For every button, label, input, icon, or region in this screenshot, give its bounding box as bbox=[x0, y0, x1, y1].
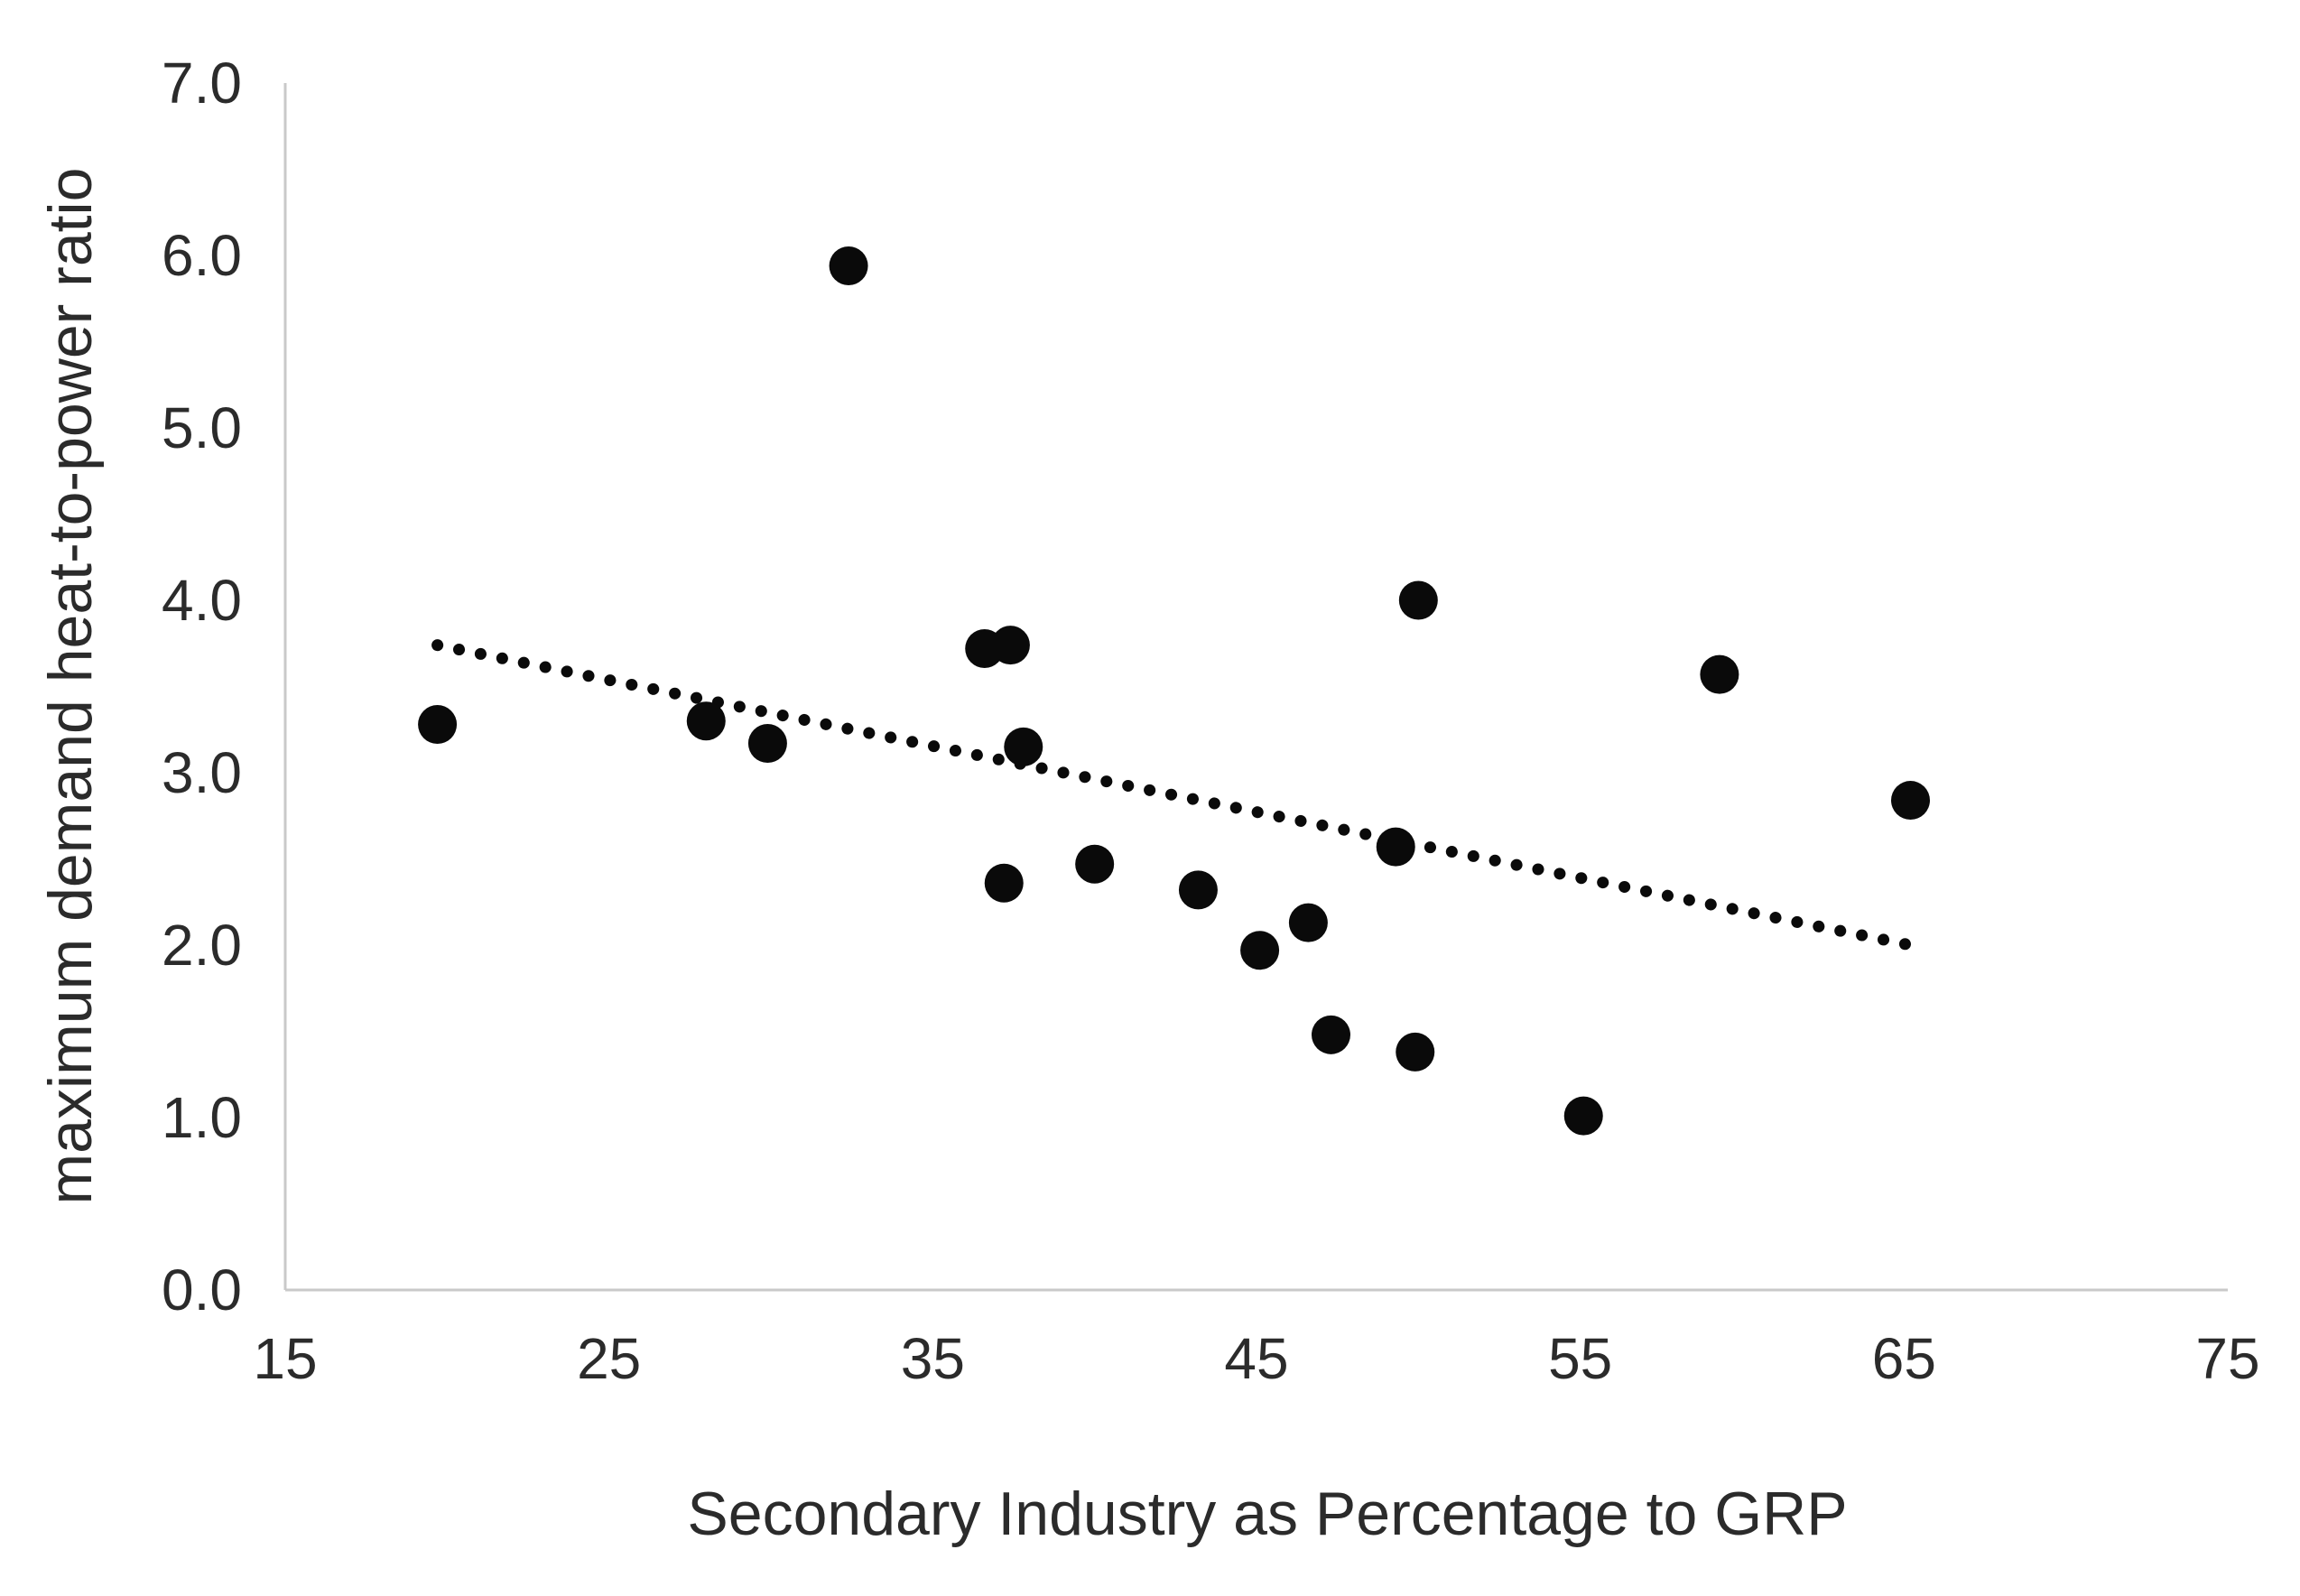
data-point bbox=[1178, 870, 1218, 910]
y-tick-label: 6.0 bbox=[162, 223, 242, 288]
y-tick-label: 4.0 bbox=[162, 568, 242, 633]
data-point bbox=[686, 701, 726, 741]
x-tick-label: 35 bbox=[901, 1326, 965, 1391]
y-tick-label: 0.0 bbox=[162, 1257, 242, 1322]
data-point bbox=[1700, 654, 1739, 694]
y-tick-label: 1.0 bbox=[162, 1085, 242, 1150]
x-tick-label: 25 bbox=[577, 1326, 641, 1391]
y-tick-label: 7.0 bbox=[162, 51, 242, 116]
y-tick-label: 2.0 bbox=[162, 913, 242, 978]
data-point bbox=[1240, 931, 1280, 970]
data-point bbox=[747, 724, 787, 764]
data-point bbox=[1311, 1015, 1350, 1054]
data-point bbox=[1075, 844, 1115, 884]
x-tick-label: 15 bbox=[253, 1326, 317, 1391]
data-points bbox=[418, 246, 1931, 1136]
x-axis-tick-labels: 15 25 35 45 55 65 75 bbox=[253, 1326, 2259, 1391]
data-point bbox=[1004, 727, 1043, 766]
data-point bbox=[1563, 1096, 1603, 1136]
data-point bbox=[990, 626, 1030, 665]
y-axis-title: maximum demand heat-to-power ratio bbox=[36, 168, 105, 1205]
data-point bbox=[829, 246, 868, 285]
x-tick-label: 75 bbox=[2195, 1326, 2259, 1391]
x-axis-title: Secondary Industry as Percentage to GRP bbox=[687, 1480, 1847, 1548]
data-point bbox=[1396, 1032, 1435, 1072]
y-tick-label: 3.0 bbox=[162, 740, 242, 805]
data-point bbox=[1398, 580, 1438, 620]
data-point bbox=[984, 863, 1024, 903]
x-tick-label: 45 bbox=[1224, 1326, 1288, 1391]
trendline bbox=[431, 639, 1917, 951]
data-point bbox=[1376, 827, 1415, 867]
x-tick-label: 55 bbox=[1548, 1326, 1612, 1391]
y-tick-label: 5.0 bbox=[162, 395, 242, 460]
data-point bbox=[418, 705, 458, 745]
x-tick-label: 65 bbox=[1872, 1326, 1936, 1391]
data-point bbox=[1891, 781, 1931, 821]
y-axis-tick-labels: 0.0 1.0 2.0 3.0 4.0 5.0 6.0 7.0 bbox=[162, 51, 242, 1322]
data-point bbox=[1288, 903, 1328, 942]
